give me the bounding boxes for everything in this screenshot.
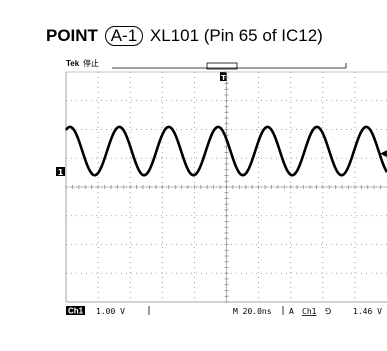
brand-label: Tek <box>66 59 80 68</box>
ch1-ground-marker <box>56 167 65 176</box>
ch1-waveform <box>64 125 387 177</box>
trigger-marker-label: T <box>221 74 226 82</box>
graticule <box>65 71 387 303</box>
trigger-level: 1.46 V <box>353 307 382 316</box>
ch1-ground-marker-label: 1 <box>58 168 64 177</box>
point-id-badge: A-1 <box>104 26 144 46</box>
trigger-level-marker: ◀ <box>380 149 387 159</box>
ch1-scale: 1.00 V <box>96 307 125 316</box>
trigger-source: Ch1 <box>302 307 317 316</box>
timebase: M 20.0ns <box>233 307 272 316</box>
trigger-mode: A <box>289 307 294 316</box>
record-window <box>206 62 238 70</box>
page-title: POINT A-1 XL101 (Pin 65 of IC12) <box>46 26 323 46</box>
ch1-tag <box>66 306 85 315</box>
trigger-slope-icon: ⅁ <box>325 307 331 316</box>
acquisition-state: 停止 <box>83 58 99 68</box>
signal-name: XL101 (Pin 65 of IC12) <box>149 26 323 45</box>
trigger-position-marker <box>220 72 227 81</box>
point-word: POINT <box>46 26 98 45</box>
ch1-tag-label: Ch1 <box>68 307 84 316</box>
